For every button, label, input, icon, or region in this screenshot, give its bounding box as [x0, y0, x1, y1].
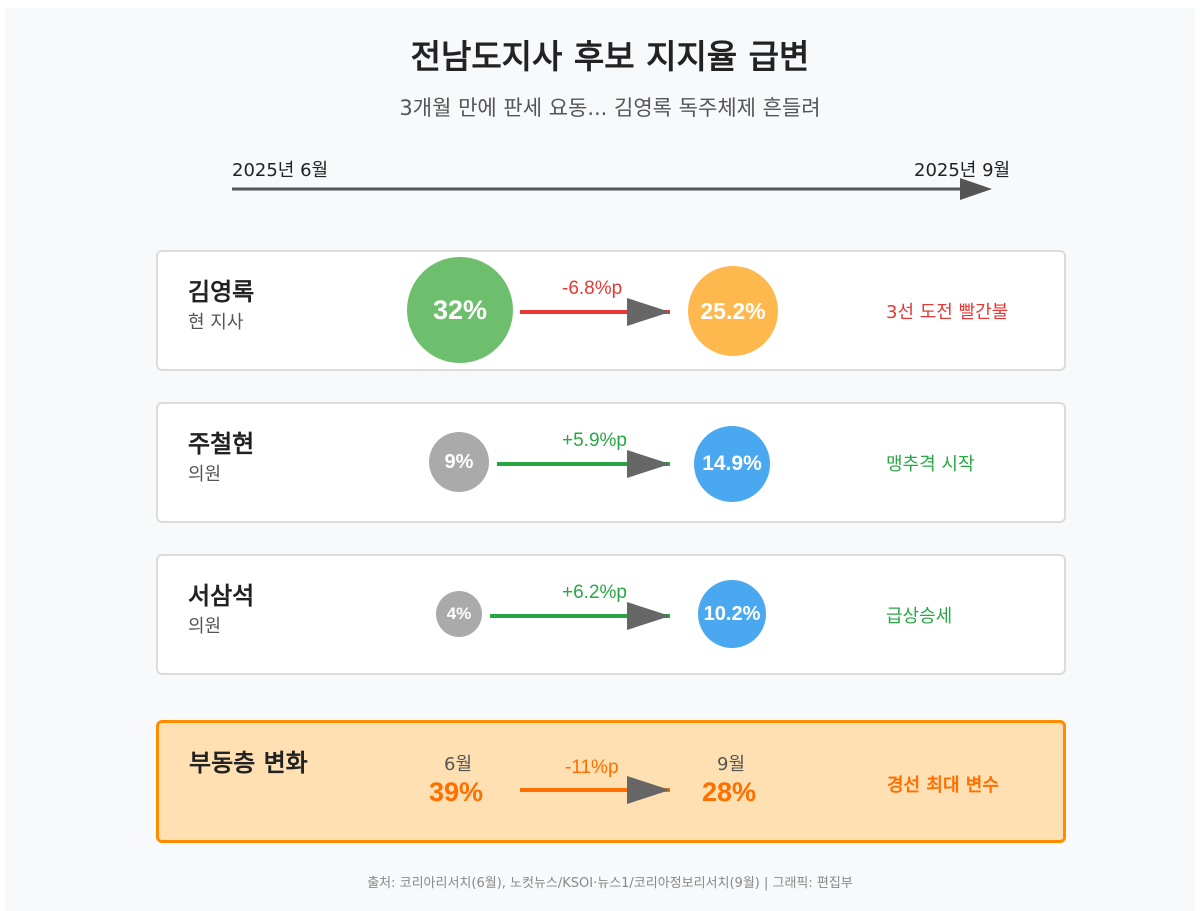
undecided-note: 경선 최대 변수: [887, 775, 999, 796]
source-footer: 출처: 코리아리서치(6월), 노컷뉴스/KSOI·뉴스1/코리아정보리서치(9…: [367, 876, 853, 891]
page-title: 전남도지사 후보 지지율 급변: [410, 37, 810, 76]
candidate-card: 서삼석 의원 4% +6.2%p 10.2% 급상승세: [156, 554, 1066, 675]
timeline-end: 2025년 9월: [914, 160, 1011, 181]
june-label: 6월: [444, 754, 473, 775]
change-arrow: [520, 776, 670, 804]
timeline-start: 2025년 6월: [232, 160, 329, 181]
candidate-name: 김영록: [188, 278, 255, 306]
sept-value: 28%: [702, 777, 757, 807]
candidate-card: 주철현 의원 9% +5.9%p 14.9% 맹추격 시작: [156, 402, 1066, 523]
change-arrow: [490, 602, 670, 630]
june-value-circle: 4%: [436, 591, 482, 637]
sept-label: 9월: [717, 754, 746, 775]
sept-value-circle: 25.2%: [688, 266, 778, 356]
undecided-title: 부동층 변화: [189, 749, 308, 777]
change-arrow: [497, 450, 670, 478]
timeline-arrow: [232, 178, 992, 200]
candidate-note: 맹추격 시작: [886, 454, 975, 475]
june-value: 39%: [429, 777, 484, 807]
june-value-circle: 9%: [429, 432, 489, 492]
candidate-note: 급상승세: [886, 606, 953, 627]
page-subtitle: 3개월 만에 판세 요동... 김영록 독주체제 흔들려: [399, 96, 821, 120]
change-label: -6.8%p: [562, 278, 623, 299]
candidate-role: 의원: [188, 616, 222, 637]
sept-value-circle: 14.9%: [694, 426, 770, 502]
candidate-card: 김영록 현 지사 32% -6.8%p 25.2% 3선 도전 빨간불: [156, 250, 1066, 371]
candidate-role: 현 지사: [188, 312, 244, 333]
sept-value-circle: 10.2%: [698, 580, 766, 648]
candidate-role: 의원: [188, 464, 222, 485]
undecided-card: 부동층 변화 6월 39% -11%p 9월 28% 경선 최대 변수: [156, 720, 1066, 843]
candidate-note: 3선 도전 빨간불: [886, 302, 1009, 323]
change-label: +6.2%p: [562, 582, 627, 603]
change-arrow: [520, 298, 670, 326]
candidate-name: 서삼석: [188, 582, 255, 610]
change-label: -11%p: [565, 757, 619, 778]
june-value-circle: 32%: [407, 257, 513, 363]
candidate-name: 주철현: [188, 430, 255, 458]
change-label: +5.9%p: [562, 430, 627, 451]
